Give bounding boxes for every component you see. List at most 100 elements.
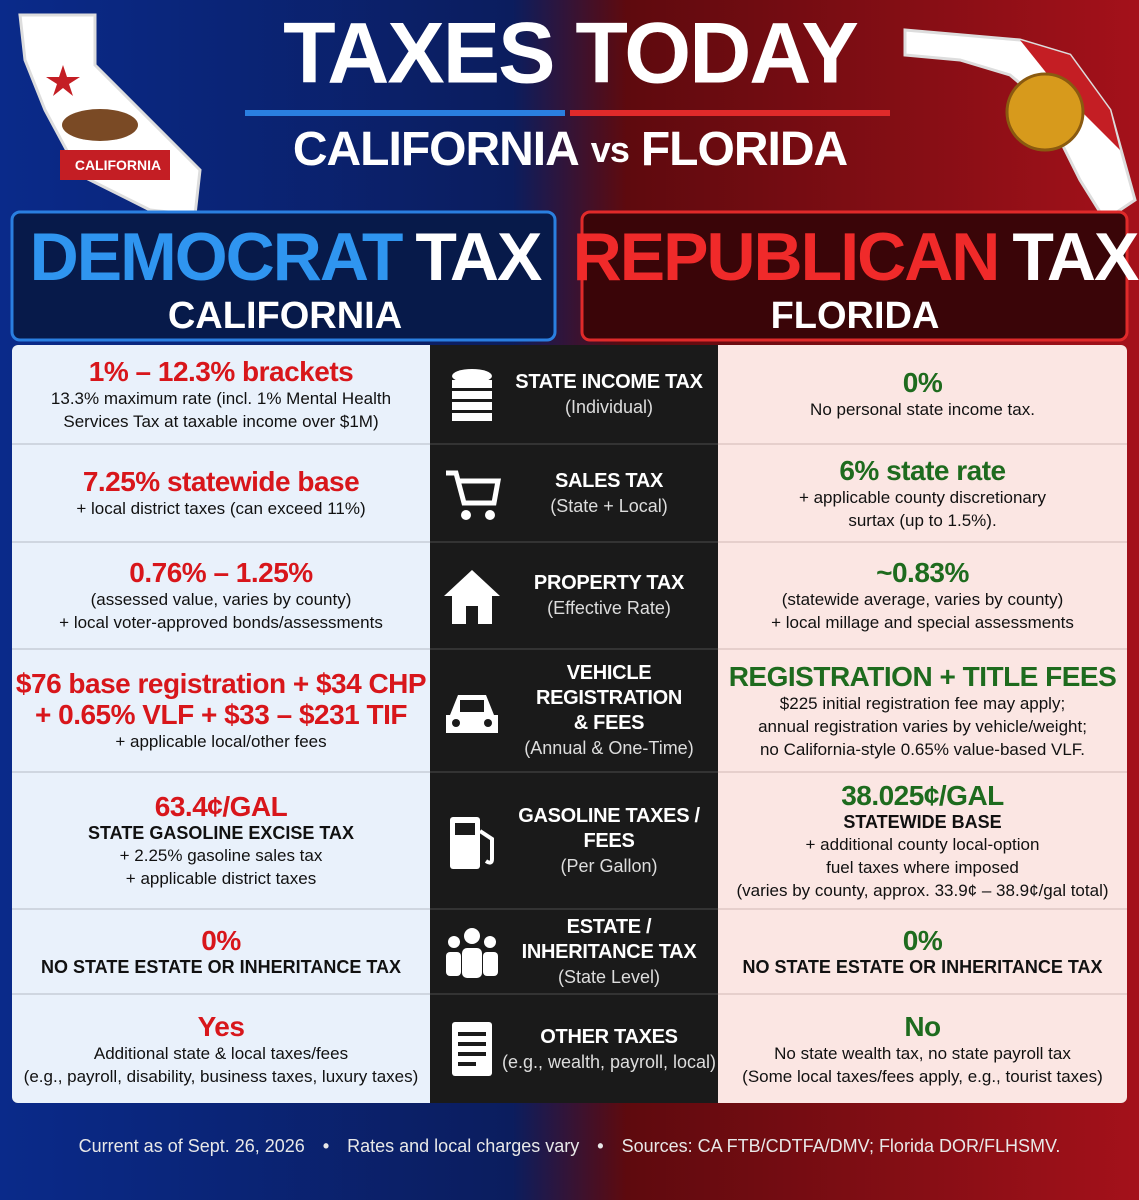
blue-bar [245,110,565,116]
details-line: (Some local taxes/fees apply, e.g., tour… [742,1066,1103,1086]
details-line: 13.3% maximum rate (incl. 1% Mental Heal… [50,388,392,408]
headline-line: No [904,1010,941,1042]
note-line: (Per Gallon) [560,855,658,876]
headline-line: + 0.65% VLF + $33 – $231 TIF [35,699,408,730]
category-cell: GASOLINE TAXES / FEES (Per Gallon) [430,773,718,910]
details-line: (e.g., payroll, disability, business tax… [23,1066,419,1086]
subtitle-left: CALIFORNIA [293,123,579,176]
headline-line: 63.4¢/GAL [154,791,288,822]
california-cell: $76 base registration + $34 CHP + 0.65% V… [12,650,430,773]
note-line: (Effective Rate) [547,598,671,618]
california-cell: 7.25% statewide base + local district tax… [12,445,430,543]
title-line: ESTATE / INHERITANCE TAX [521,915,697,963]
details-line: No personal state income tax. [810,400,1035,419]
details-line: Services Tax at taxable income over $1M) [63,411,379,431]
details-line: + applicable county discretionary [798,487,1047,507]
california-cell: 0% NO STATE ESTATE OR INHERITANCE TAX [12,910,430,995]
headline-line: Yes [197,1010,245,1042]
header-art: CALIFORNIA TAXES TODAY CALIFORNIA vs FLORI… [10,6,1139,342]
details-line: + applicable district taxes [125,869,317,888]
footer-item: Sources: CA FTB/CDTFA/DMV; Florida DOR/F… [621,1136,1061,1156]
details-line: + local voter-approved bonds/assessments [59,613,383,632]
headline-line: 1% – 12.3% brackets [88,355,354,387]
comparison-table: 1% – 12.3% brackets 13.3% maximum rate (i… [12,345,1127,1103]
florida-cell: 0% NO STATE ESTATE OR INHERITANCE TAX [718,910,1127,995]
left-heading: DEMOCRAT TAX [30,219,542,295]
category-icon [452,369,492,421]
note-line: (Individual) [564,396,654,417]
separator: • [322,1136,330,1156]
headline-line: 7.25% statewide base [82,466,360,497]
red-bar [570,110,890,116]
california-stripe [60,150,170,180]
details-line: $225 initial registration fee may apply; [779,693,1066,713]
headline-line: 0% [902,925,943,956]
subtitle-mid: vs [591,129,629,170]
details-line: + additional county local-option [805,834,1040,854]
right-state: FLORIDA [771,295,940,337]
headline-line: 38.025¢/GAL [841,779,1004,811]
details-line: No state wealth tax, no state payroll ta… [774,1043,1071,1063]
title-line: VEHICLE REGISTRATION [535,662,683,709]
category-cell: ESTATE / INHERITANCE TAX (State Level) [430,910,718,995]
details-line: annual registration varies by vehicle/we… [758,716,1087,736]
title-line: GASOLINE TAXES / FEES [518,804,700,852]
right-heading: REPUBLICAN TAX [573,219,1139,295]
headline-line: 0% [201,925,241,956]
headline-line: 0% [902,367,943,398]
title-line: OTHER TAXES [540,1025,678,1048]
category-icon [446,470,501,520]
footer-item: Current as of Sept. 26, 2026 [78,1136,305,1156]
florida-cell: 0% No personal state income tax. [718,345,1127,445]
right-heading-box [580,210,1129,342]
star [46,65,80,96]
details-line: no California-style 0.65% value-based VL… [759,739,1086,759]
title-line: STATE INCOME TAX [515,370,703,393]
note-line: (State Level) [557,966,661,987]
details-line: (assessed value, varies by county) [90,590,352,609]
california-cell: Yes Additional state & local taxes/fees (e… [12,995,430,1103]
headline-line: ~0.83% [876,557,969,588]
details-line: surtax (up to 1.5%). [848,510,997,530]
separator: • [597,1136,604,1156]
florida-seal [1005,72,1085,152]
subhead-line: STATE GASOLINE EXCISE TAX [87,823,355,843]
california-cell: 63.4¢/GAL STATE GASOLINE EXCISE TAX + 2.25… [12,773,430,910]
details-line: fuel taxes where imposed [826,857,1019,877]
left-heading-box [10,210,557,342]
title-line: PROPERTY TAX [533,572,685,594]
footer-item: Rates and local charges vary [347,1136,580,1156]
left-state: CALIFORNIA [168,295,402,337]
details-line: + local millage and special assessments [771,613,1074,632]
tax-word: TAX [415,219,542,295]
title: TAXES TODAY [283,6,857,102]
florida-cell: 6% state rate + applicable county discret… [718,445,1127,543]
headline-line: REGISTRATION + TITLE FEES [728,660,1117,692]
title-line: & FEES [573,712,645,734]
note-line: (State + Local) [550,495,668,516]
details-line: + local district taxes (can exceed 11%) [76,499,366,518]
category-cell: PROPERTY TAX (Effective Rate) [430,543,718,650]
category-icon [446,694,498,733]
title-line: SALES TAX [554,469,664,492]
subhead-line: NO STATE ESTATE OR INHERITANCE TAX [41,957,401,977]
details-line: + 2.25% gasoline sales tax [119,846,323,865]
party: REPUBLICAN [573,219,999,295]
details-line: (statewide average, varies by county) [781,590,1064,609]
note-line: (e.g., wealth, payroll, local) [501,1051,717,1072]
california-cell: 0.76% – 1.25% (assessed value, varies by … [12,543,430,650]
category-icon [444,569,500,624]
party: DEMOCRAT [30,219,403,295]
category-cell: OTHER TAXES (e.g., wealth, payroll, local… [430,995,718,1103]
details-line: + applicable local/other fees [115,732,327,751]
category-icon [452,1022,492,1076]
headline-line: $76 base registration + $34 CHP [15,668,427,699]
note-line: (Annual & One-Time) [524,738,694,758]
subtitle: CALIFORNIA vs FLORIDA [293,123,848,176]
details-line: Additional state & local taxes/fees [93,1043,349,1063]
map-label: CALIFORNIA [75,157,161,173]
florida-cell: REGISTRATION + TITLE FEES $225 initial re… [718,650,1127,773]
california-cell: 1% – 12.3% brackets 13.3% maximum rate (i… [12,345,430,445]
category-cell: SALES TAX (State + Local) [430,445,718,543]
